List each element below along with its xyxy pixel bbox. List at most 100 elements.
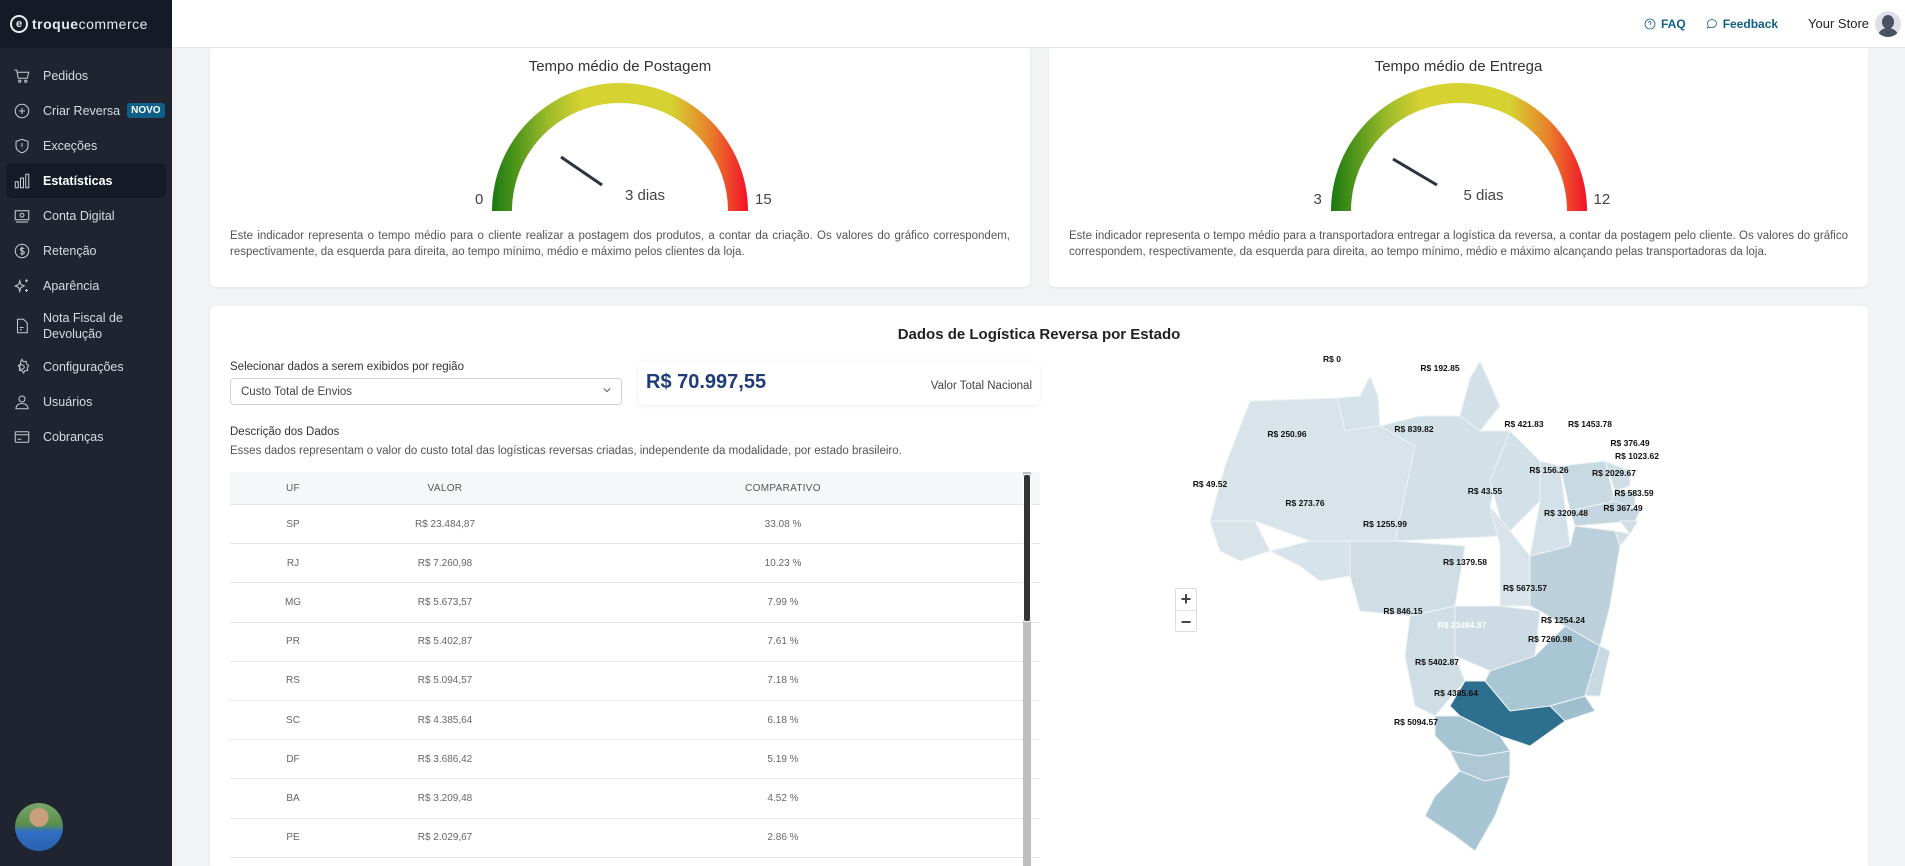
sidebar-item-excecoes[interactable]: Exceções	[6, 128, 166, 163]
cart-icon	[12, 66, 32, 86]
topbar: FAQ Feedback Your Store	[172, 0, 1905, 48]
map-label-pa: R$ 839.82	[1394, 424, 1433, 434]
description-title: Descrição dos Dados	[230, 426, 340, 438]
gauge-description: Este indicador representa o tempo médio …	[230, 230, 1010, 258]
sidebar-item-nota-fiscal[interactable]: Nota Fiscal de Devolução	[6, 303, 166, 349]
regional-data-card: Dados de Logística Reversa por Estado Se…	[210, 306, 1868, 866]
cell-comparativo: 6.18 %	[767, 714, 799, 726]
state-ac	[1209, 520, 1271, 562]
zoom-out-button[interactable]: −	[1180, 611, 1192, 632]
map-label-ac: R$ 49.52	[1193, 479, 1228, 489]
gauge-min: 3	[1313, 191, 1322, 208]
map-label-se: R$ 367.49	[1603, 503, 1642, 513]
sidebar-item-retencao[interactable]: Retenção	[6, 233, 166, 268]
sidebar-item-aparencia[interactable]: Aparência	[6, 268, 166, 303]
logo[interactable]: e troquecommerce	[0, 0, 172, 48]
map-label-rs: R$ 5094.57	[1394, 717, 1438, 727]
new-badge: NOVO	[127, 103, 165, 118]
zoom-in-button[interactable]: +	[1176, 589, 1196, 611]
cell-uf: RS	[286, 675, 300, 687]
brazil-map[interactable]: R$ 0 R$ 192.85 R$ 250.96 R$ 839.82 R$ 49…	[1170, 356, 1790, 866]
store-avatar[interactable]	[1875, 10, 1901, 37]
map-label-pb: R$ 1023.62	[1615, 451, 1659, 461]
sidebar-nav: Pedidos Criar Reversa NOVO Exceções Esta…	[0, 48, 172, 454]
document-icon	[12, 316, 32, 336]
map-label-sp: R$ 23484.87	[1438, 620, 1487, 630]
sidebar-item-cobrancas[interactable]: Cobranças	[6, 419, 166, 454]
gauge-min: 0	[475, 191, 484, 208]
sidebar-item-pedidos[interactable]: Pedidos	[6, 58, 166, 93]
map-label-ro: R$ 273.76	[1285, 498, 1324, 508]
cell-valor: R$ 5.094,57	[417, 675, 473, 687]
sidebar-item-usuarios[interactable]: Usuários	[6, 384, 166, 419]
cell-comparativo: 7.99 %	[767, 596, 799, 608]
cash-icon	[12, 206, 32, 226]
sidebar-item-label: Nota Fiscal de	[43, 311, 123, 325]
feedback-link[interactable]: Feedback	[1706, 17, 1778, 31]
map-label-rn: R$ 376.49	[1610, 438, 1649, 448]
cell-comparativo: 4.52 %	[767, 792, 799, 804]
gauge-arc	[1330, 83, 1587, 211]
map-label-ms: R$ 846.15	[1383, 606, 1422, 616]
user-avatar[interactable]	[15, 803, 63, 851]
state-ro	[1268, 540, 1351, 582]
bar-chart-icon	[12, 171, 32, 191]
sidebar-item-criar-reversa[interactable]: Criar Reversa NOVO	[6, 93, 166, 128]
map-zoom-control: + −	[1175, 588, 1197, 632]
table-row: PR R$ 5.402,87 7.61 %	[230, 623, 1040, 662]
table-row: DF R$ 3.686,42 5.19 %	[230, 740, 1040, 780]
sidebar-item-estatisticas[interactable]: Estatísticas	[6, 163, 166, 198]
cell-comparativo: 2.86 %	[767, 832, 799, 844]
gauge-arc	[492, 83, 748, 211]
state-rs	[1424, 770, 1511, 852]
state-ms	[1404, 605, 1466, 717]
map-label-ba: R$ 3209.48	[1544, 508, 1588, 518]
states-table: UF VALOR COMPARATIVO SP R$ 23.484,87 33.08…	[230, 472, 1040, 866]
map-label-go: R$ 1379.58	[1443, 557, 1487, 567]
sidebar-item-conta-digital[interactable]: Conta Digital	[6, 198, 166, 233]
table-row: SC R$ 4.385,64 6.18 %	[230, 701, 1040, 741]
logo-text-light: commerce	[78, 16, 148, 32]
table-header: UF VALOR COMPARATIVO	[230, 472, 1040, 505]
col-header-comparativo[interactable]: COMPARATIVO	[745, 482, 821, 494]
cell-comparativo: 33.08 %	[764, 518, 802, 530]
table-row: SP R$ 23.484,87 33.08 %	[230, 505, 1040, 545]
table-row: PE R$ 2.029,67 2.86 %	[230, 819, 1040, 858]
sidebar: e troquecommerce Pedidos Criar Reversa N…	[0, 0, 172, 866]
sidebar-item-configuracoes[interactable]: Configurações	[6, 349, 166, 384]
col-header-valor[interactable]: VALOR	[427, 482, 463, 494]
faq-link[interactable]: FAQ	[1644, 17, 1686, 31]
col-header-uf[interactable]: UF	[286, 482, 300, 494]
map-label-ma: R$ 421.83	[1504, 419, 1543, 429]
cell-valor: R$ 23.484,87	[414, 518, 476, 530]
map-label-ap: R$ 192.85	[1420, 363, 1459, 373]
table-row: RS R$ 5.094,57 7.18 %	[230, 662, 1040, 701]
logo-icon: e	[10, 15, 28, 33]
cell-valor: R$ 3.209,48	[417, 792, 473, 804]
select-value: Custo Total de Envios	[241, 385, 353, 398]
table-scrollbar-thumb[interactable]	[1023, 474, 1031, 622]
table-scrollbar-track[interactable]	[1023, 472, 1031, 866]
sidebar-item-label: Devolução	[43, 327, 103, 341]
gauge-chart: 0 3 dias 15	[450, 79, 790, 219]
cell-valor: R$ 5.673,57	[417, 596, 473, 608]
logo-text-bold: troque	[32, 16, 79, 32]
map-label-am: R$ 250.96	[1267, 429, 1306, 439]
map-label-rj: R$ 7260.98	[1528, 634, 1572, 644]
region-data-select[interactable]: Custo Total de Envios	[230, 378, 622, 405]
sidebar-item-label: Estatísticas	[43, 173, 113, 188]
store-name[interactable]: Your Store	[1808, 16, 1869, 31]
map-label-mt: R$ 1255.99	[1363, 519, 1407, 529]
state-pe	[1569, 500, 1641, 527]
cell-uf: SC	[286, 714, 300, 726]
gear-icon	[12, 357, 32, 377]
gauge-chart: 3 5 dias 12	[1289, 79, 1629, 219]
state-to	[1489, 505, 1531, 607]
state-sp	[1449, 680, 1566, 747]
cell-uf: MG	[284, 596, 302, 608]
cell-uf: PE	[286, 832, 300, 844]
select-label: Selecionar dados a serem exibidos por re…	[230, 361, 464, 373]
cell-comparativo: 7.61 %	[767, 636, 799, 648]
cell-comparativo: 10.23 %	[764, 557, 802, 569]
total-label: Valor Total Nacional	[930, 380, 1032, 392]
